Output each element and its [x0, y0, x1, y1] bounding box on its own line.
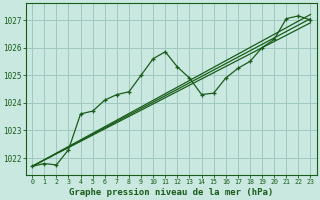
X-axis label: Graphe pression niveau de la mer (hPa): Graphe pression niveau de la mer (hPa): [69, 188, 274, 197]
